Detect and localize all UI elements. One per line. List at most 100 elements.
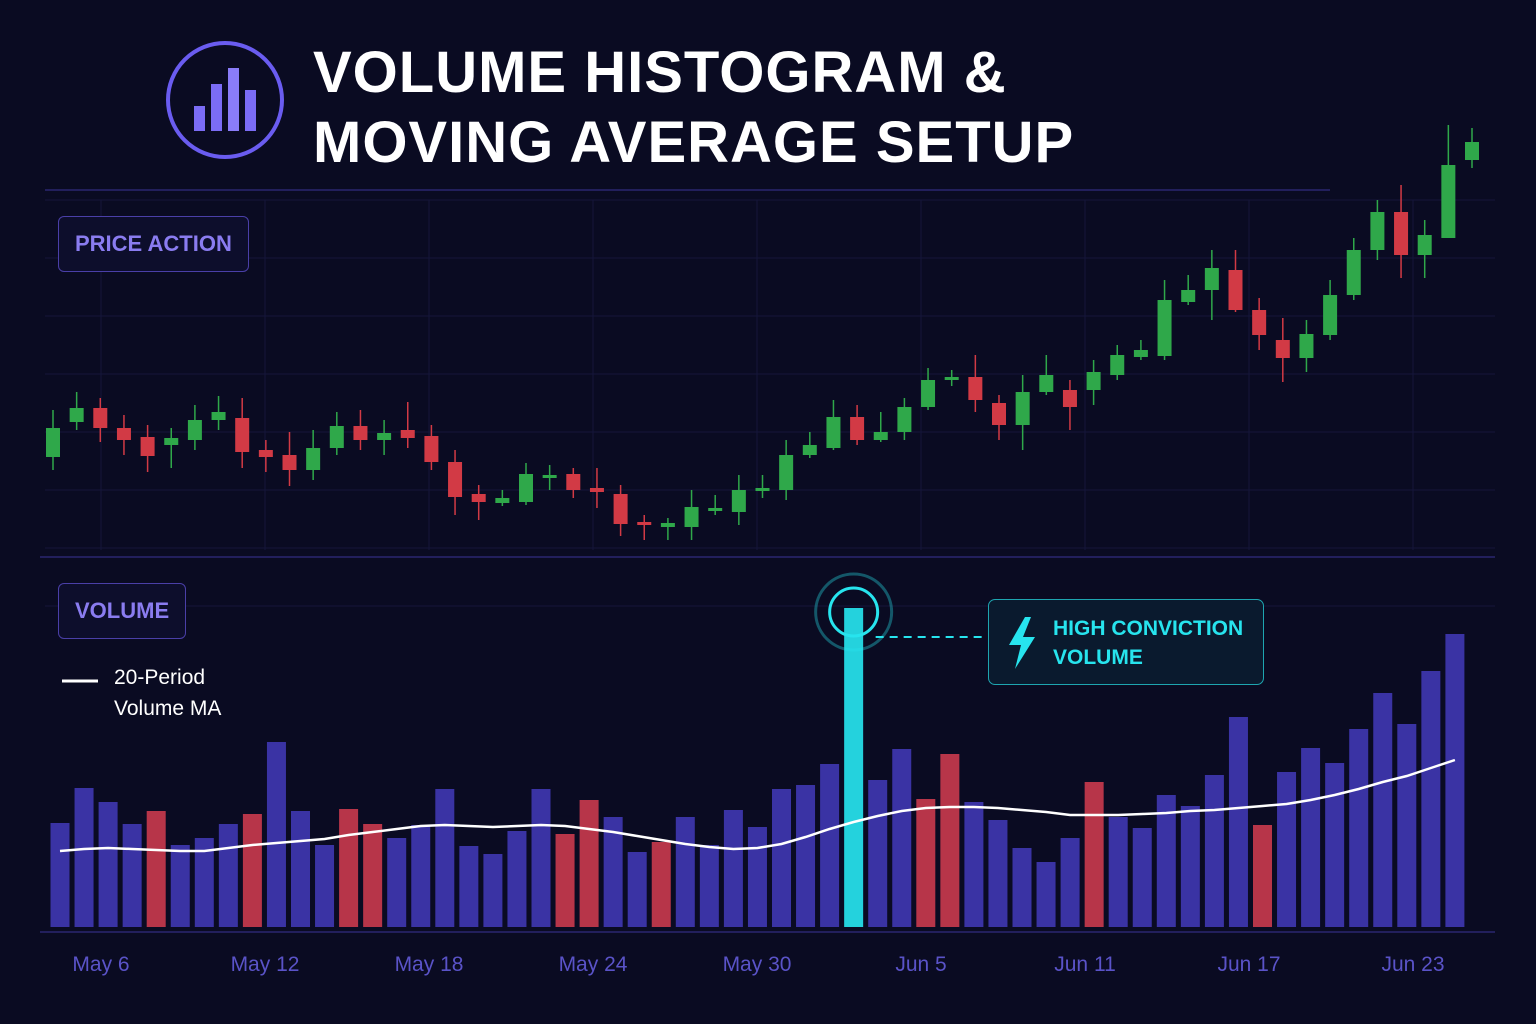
volume-bar xyxy=(1397,724,1417,927)
panel-label: PRICE ACTION xyxy=(58,216,249,272)
volume-bar xyxy=(772,789,791,927)
volume-bar xyxy=(411,825,431,927)
volume-bar xyxy=(1349,729,1369,927)
candle-body xyxy=(116,428,131,440)
volume-bar xyxy=(820,764,840,927)
candle-body xyxy=(1086,372,1101,390)
title: VOLUME HISTOGRAM & MOVING AVERAGE SETUP xyxy=(313,38,1074,178)
x-tick-label: May 30 xyxy=(722,953,792,976)
volume-bar xyxy=(507,831,527,927)
volume-bar xyxy=(1277,772,1297,927)
annotation-box: HIGH CONVICTION VOLUME xyxy=(988,599,1264,685)
volume-bar xyxy=(387,838,407,927)
volume-bar xyxy=(1108,817,1128,927)
candle-body xyxy=(1062,390,1077,407)
volume-bar xyxy=(1060,838,1080,927)
candle-body xyxy=(1039,375,1054,392)
candle-body xyxy=(306,448,321,470)
candle-body xyxy=(589,488,604,492)
volume-bar xyxy=(627,852,647,927)
candle-body xyxy=(1110,355,1125,375)
candle-body xyxy=(1441,165,1456,238)
candle-body xyxy=(1204,268,1219,290)
volume-bar xyxy=(868,780,888,927)
volume-bar xyxy=(435,789,455,927)
candle-body xyxy=(282,455,297,470)
volume-bar xyxy=(266,742,286,927)
x-tick-label: Jun 5 xyxy=(895,953,947,976)
candle-body xyxy=(992,403,1006,425)
volume-bar xyxy=(531,789,551,927)
x-tick-label: May 18 xyxy=(394,953,464,976)
candle-body xyxy=(1417,235,1432,255)
candle-body xyxy=(613,494,628,524)
candle-body xyxy=(850,417,865,440)
candle-body xyxy=(329,426,344,448)
candle-body xyxy=(93,408,108,428)
candle-body xyxy=(377,433,392,440)
volume-bar xyxy=(1156,795,1176,927)
candle-body xyxy=(1346,250,1361,295)
volume-bar xyxy=(579,800,599,927)
volume-bar xyxy=(363,824,383,927)
highlight-ring xyxy=(814,572,894,652)
candle-body xyxy=(921,380,936,407)
candle-body xyxy=(519,474,533,502)
candle-body xyxy=(542,475,557,478)
candle-body xyxy=(235,418,250,452)
volume-bar xyxy=(146,811,166,927)
candle-body xyxy=(1133,350,1148,357)
candle-body xyxy=(164,438,179,445)
candle-body xyxy=(1228,270,1243,310)
candle-body xyxy=(826,417,841,448)
volume-bar xyxy=(699,845,719,927)
candle-body xyxy=(731,490,746,512)
volume-bar xyxy=(170,845,190,927)
highlight-ring xyxy=(828,586,880,638)
volume-bar xyxy=(796,785,816,927)
volume-bar xyxy=(988,820,1008,927)
volume-bar xyxy=(339,809,359,927)
logo xyxy=(166,41,284,159)
candle-body xyxy=(46,428,60,457)
volume-bar xyxy=(1373,693,1393,927)
volume-bar xyxy=(1325,763,1345,927)
legend-label: 20-Period Volume MA xyxy=(114,666,222,720)
candle-body xyxy=(69,408,84,422)
volume-bar xyxy=(459,846,479,927)
panel-label: VOLUME xyxy=(58,583,187,639)
candle-body xyxy=(495,498,510,503)
candle-body xyxy=(1370,212,1385,250)
candle-body xyxy=(1275,340,1290,358)
ma-line xyxy=(59,758,1456,853)
volume-bars xyxy=(50,572,1465,927)
candle-body xyxy=(1394,212,1409,255)
candle-body xyxy=(1299,334,1314,358)
candle-body xyxy=(140,437,155,456)
candle-body xyxy=(684,507,699,527)
volume-bar xyxy=(242,814,262,927)
candle-body xyxy=(187,420,202,440)
candle-body xyxy=(1157,300,1172,356)
volume-bar xyxy=(1204,775,1224,927)
volume-bar xyxy=(483,854,503,927)
x-tick-label: May 12 xyxy=(230,953,300,976)
x-tick-label: May 24 xyxy=(558,953,628,976)
volume-bar xyxy=(844,608,864,927)
bolt-icon xyxy=(1009,617,1035,669)
candle-body xyxy=(353,426,368,440)
candle-body xyxy=(1323,295,1338,335)
volume-bar xyxy=(723,810,743,927)
volume-bar xyxy=(291,811,310,927)
volume-bar xyxy=(1084,782,1104,927)
candle-body xyxy=(897,407,912,432)
volume-bar xyxy=(651,842,671,927)
volume-bar xyxy=(1228,717,1248,927)
volume-bar xyxy=(892,749,912,927)
volume-bar xyxy=(555,834,575,927)
volume-bar xyxy=(603,817,623,927)
candle-body xyxy=(448,462,463,497)
volume-bar xyxy=(74,788,94,927)
